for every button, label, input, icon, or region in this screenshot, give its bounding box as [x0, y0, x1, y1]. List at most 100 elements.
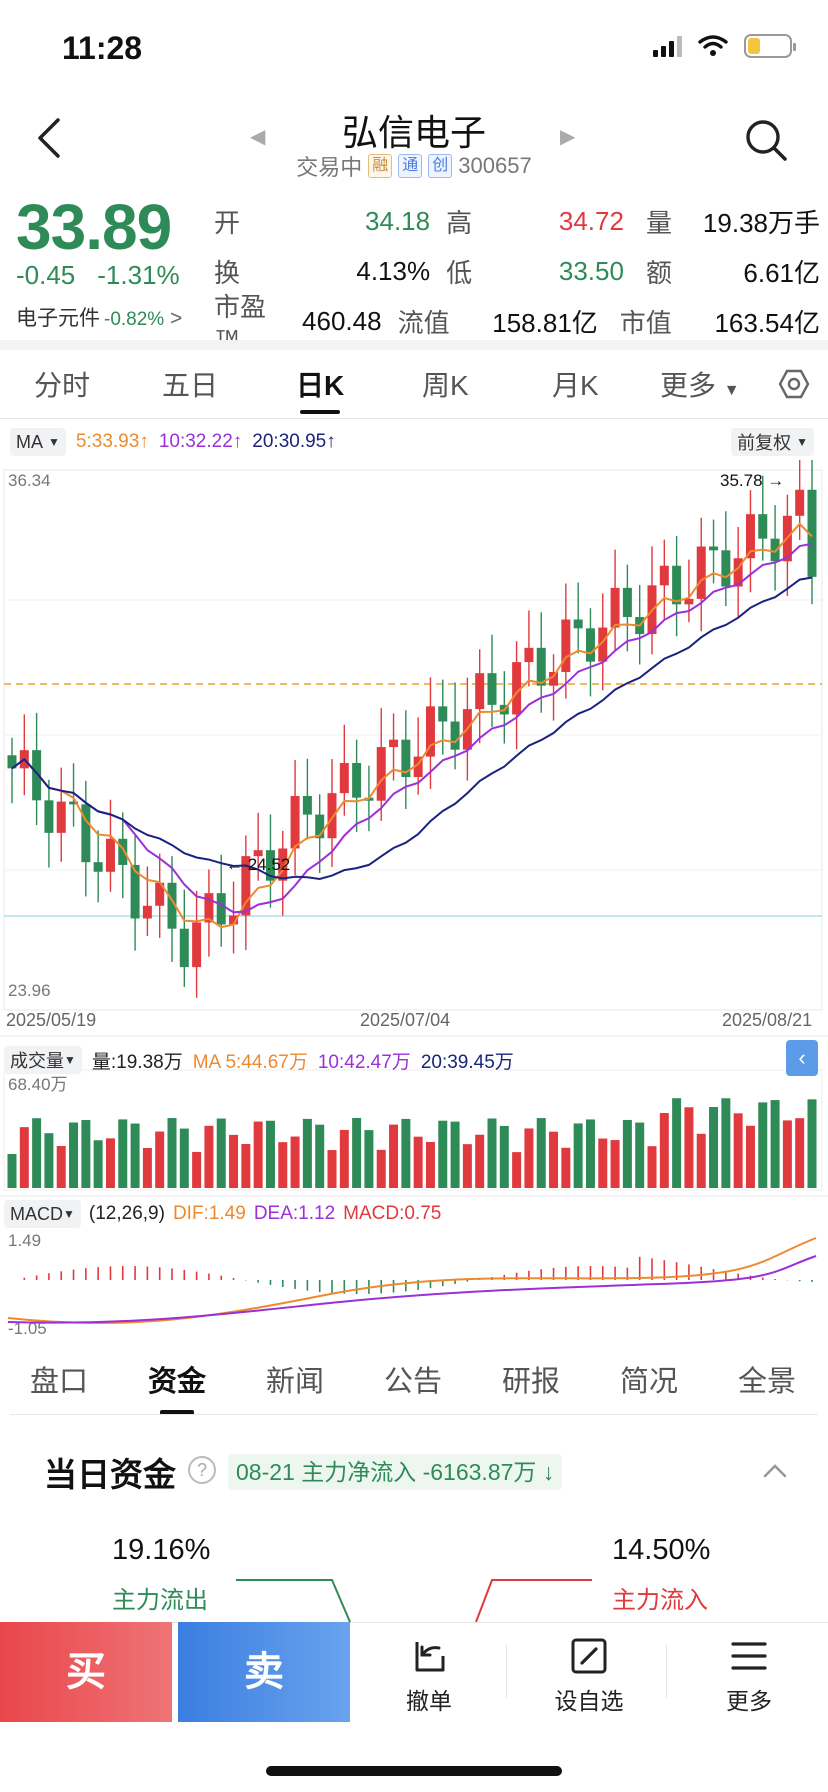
volume-bar	[364, 1130, 374, 1188]
settings-hex-icon	[778, 369, 810, 399]
tab-five-day[interactable]: 五日	[162, 370, 219, 401]
dif-line	[7, 1237, 817, 1325]
candle-body	[241, 856, 251, 916]
tab-announcements[interactable]: 公告	[384, 1366, 443, 1398]
candle-body	[696, 546, 706, 599]
buy-button[interactable]: 买	[0, 1622, 172, 1722]
stock-name: 弘信电子	[341, 112, 486, 153]
volume-bar	[167, 1118, 177, 1188]
tab-monthly-k[interactable]: 月K	[552, 370, 599, 401]
volume-bar	[745, 1125, 755, 1188]
chevron-left-icon: ‹	[798, 1045, 806, 1070]
volume-select[interactable]: 成交量 ▼	[4, 1046, 82, 1074]
volume-bar	[524, 1128, 534, 1188]
industry-link[interactable]: 电子元件 -0.82% >	[16, 302, 182, 332]
volume-bar	[19, 1127, 29, 1188]
y-max-label: 36.34	[8, 471, 51, 490]
help-icon[interactable]: ?	[188, 1456, 216, 1484]
turnover-value: 4.13%	[356, 255, 431, 286]
search-button[interactable]	[744, 118, 788, 162]
candle-body	[438, 706, 448, 722]
tab-intraday[interactable]: 分时	[34, 370, 91, 401]
candle-body	[524, 647, 534, 663]
watchlist-label: 设自选	[554, 1688, 624, 1714]
tag-chinext: 创	[428, 154, 453, 178]
more-actions-button[interactable]: 更多	[684, 1636, 814, 1716]
pe-value: 460.48	[302, 305, 382, 336]
ma-select-label: MA	[16, 431, 43, 452]
candle-body	[81, 804, 91, 863]
expand-panel-button[interactable]: ‹	[786, 1040, 818, 1076]
candle-body	[807, 489, 817, 577]
tab-news[interactable]: 新闻	[266, 1366, 325, 1398]
adjust-select[interactable]: 前复权 ▼	[731, 428, 814, 456]
action-divider	[666, 1644, 667, 1698]
candle-body	[770, 538, 780, 562]
open-label: 开	[214, 207, 241, 238]
caret-down-icon: ▼	[63, 1207, 75, 1221]
volume-bar	[561, 1147, 571, 1188]
chart-settings-button[interactable]	[778, 368, 810, 407]
volume-bar	[118, 1119, 128, 1188]
volume-max-label: 68.40万	[8, 1075, 68, 1094]
tab-daily-k[interactable]: 日K	[296, 370, 345, 401]
arrow-down-icon: ↓	[542, 1459, 555, 1485]
volume-bar	[733, 1113, 743, 1188]
sell-button[interactable]: 卖	[178, 1622, 350, 1722]
volume-bar	[401, 1118, 411, 1188]
quote-row: 市盈™ 460.48 流值 158.81亿 市值 163.54亿	[214, 292, 820, 354]
add-watchlist-button[interactable]: 设自选	[524, 1636, 654, 1716]
tab-profile[interactable]: 简况	[620, 1366, 679, 1398]
tab-overview[interactable]: 全景	[738, 1366, 797, 1398]
candle-body	[7, 755, 17, 769]
tab-research[interactable]: 研报	[502, 1366, 561, 1398]
industry-name: 电子元件	[16, 307, 100, 330]
market-cap-label: 市值	[619, 307, 672, 338]
collapse-button[interactable]	[762, 1458, 788, 1484]
quote-grid: 开 34.18 高 34.72 量 19.38万手换 4.13% 低 33.50 额 6.61亿 市盈…	[214, 196, 820, 355]
volume-bar	[795, 1118, 805, 1188]
volume-bar	[635, 1122, 645, 1188]
candle-body	[93, 862, 103, 872]
ma5-text: 5:33.93	[75, 431, 140, 452]
section-tabs: 盘口 资金 新闻 公告 研报 简况 全景	[0, 1358, 828, 1415]
prev-stock-button[interactable]: ◀	[250, 126, 266, 148]
candle-body	[130, 864, 140, 919]
price-panel-frame	[3, 469, 823, 1011]
macd-value: MACD:0.75	[343, 1203, 442, 1224]
tab-weekly-k[interactable]: 周K	[422, 370, 469, 401]
cancel-order-button[interactable]: 撤单	[364, 1636, 494, 1716]
tab-more[interactable]: 更多 ▼	[660, 364, 740, 404]
back-button[interactable]	[34, 116, 74, 164]
caret-down-icon: ▼	[723, 382, 740, 399]
candle-body	[105, 838, 115, 872]
status-icons	[653, 34, 796, 58]
next-stock-button[interactable]: ▶	[560, 126, 576, 148]
macd-dea: DEA:1.12	[253, 1203, 336, 1224]
macd-select[interactable]: MACD ▼	[4, 1200, 81, 1228]
volume-value: 19.38万手	[702, 207, 820, 238]
tab-funds[interactable]: 资金	[148, 1366, 207, 1398]
volume-bar	[696, 1133, 706, 1188]
market-cap-value: 163.54亿	[714, 307, 820, 338]
kline-chart[interactable]: 36.34 23.96 35.78 → ← 24.52 2025/05/19 2025/0…	[0, 460, 828, 1345]
volume-panel-frame	[3, 1069, 823, 1191]
candle-body	[376, 747, 386, 801]
quote-row: 开 34.18 高 34.72 量 19.38万手	[214, 196, 820, 246]
volume-bar	[512, 1152, 522, 1188]
signal-icon	[653, 35, 682, 57]
menu-icon	[731, 1642, 767, 1670]
volume-bar	[278, 1142, 288, 1188]
more-label: 更多	[726, 1688, 772, 1714]
change-value: -0.45	[16, 260, 76, 290]
y-min-label: 23.96	[8, 981, 51, 1000]
volume-bar	[709, 1107, 719, 1188]
ma10-line	[11, 542, 813, 914]
tab-order-book[interactable]: 盘口	[30, 1366, 89, 1398]
volume-bar	[487, 1118, 497, 1188]
macd-min-label: -1.05	[8, 1319, 47, 1338]
volume-bar	[216, 1118, 226, 1188]
tabs-divider	[0, 418, 828, 419]
volume-bar	[758, 1102, 768, 1188]
ma-select[interactable]: MA ▼	[10, 428, 66, 456]
